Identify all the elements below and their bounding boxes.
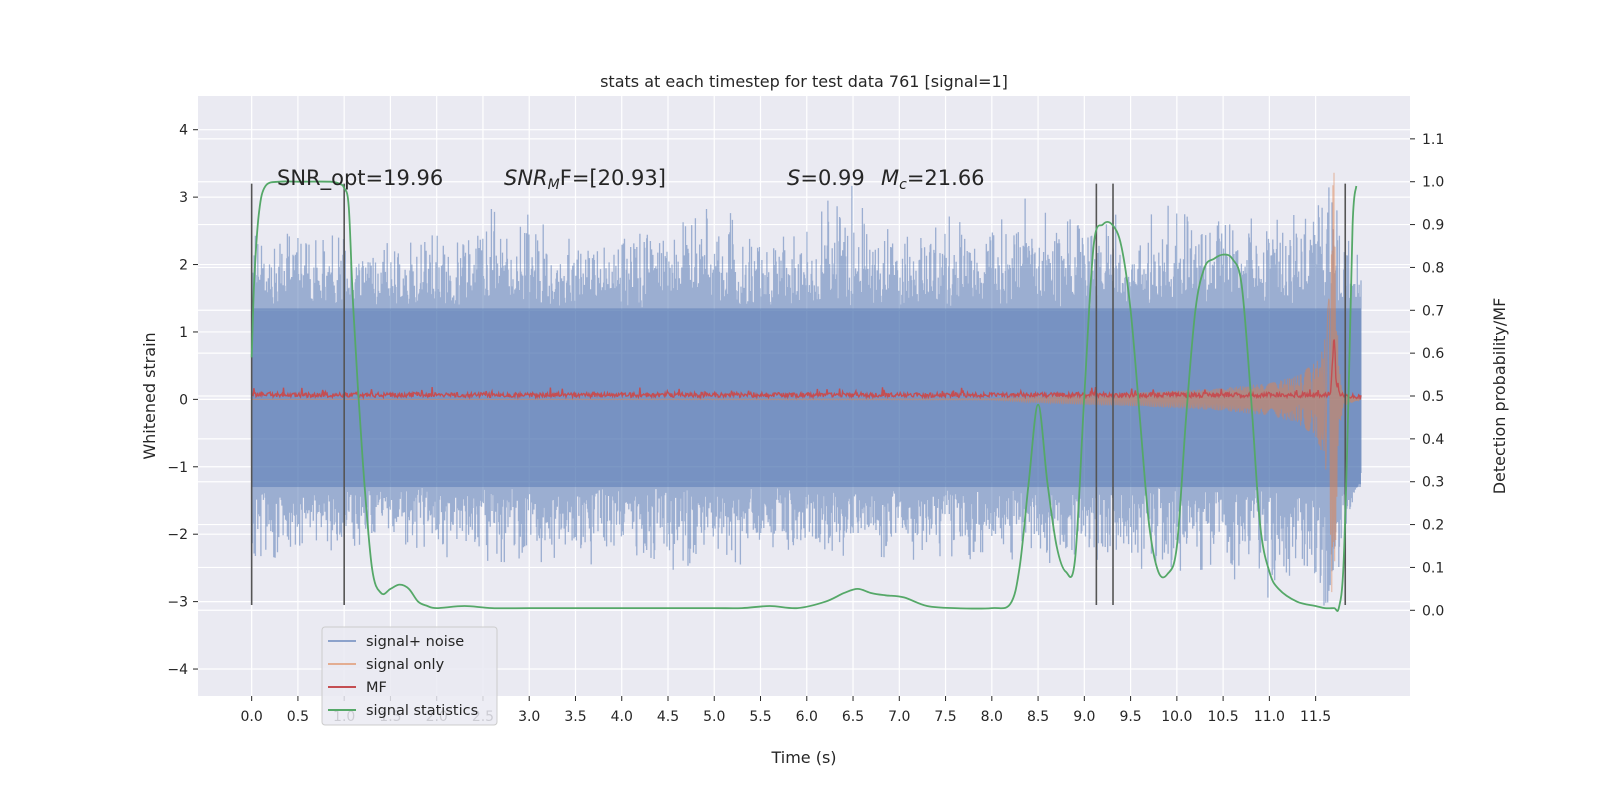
x-tick-label: 0.5 (287, 709, 309, 725)
x-tick-label: 3.0 (518, 709, 540, 725)
s-value: =0.99 (800, 166, 864, 190)
x-tick-label: 4.0 (611, 709, 633, 725)
y-tick-label-right: 0.1 (1422, 560, 1444, 576)
x-tick-label: 11.0 (1254, 709, 1285, 725)
mc-symbol: M (881, 166, 899, 190)
legend-label: signal only (366, 657, 445, 673)
annotations: SNR_opt=19.96 SNRMF=[20.93] S=0.99 Mc=21… (277, 166, 985, 193)
snr-mf-symbol: SNR (504, 166, 548, 190)
y-tick-label-right: 0.8 (1422, 260, 1444, 276)
y-tick-label-right: 1.0 (1422, 175, 1444, 191)
legend-box (321, 626, 498, 726)
x-tick-label: 5.0 (703, 709, 725, 725)
data-marks (250, 172, 1362, 612)
y-axis-label-left: Whitened strain (140, 332, 159, 459)
x-tick-label: 9.5 (1119, 709, 1141, 725)
snr-mf-value: F=[20.93] (560, 166, 666, 190)
y-tick-label-left: −3 (167, 595, 188, 611)
x-tick-label: 10.0 (1161, 709, 1192, 725)
chart-title: stats at each timestep for test data 761… (600, 72, 1008, 91)
y-tick-label-left: 1 (179, 325, 188, 341)
x-axis-label: Time (s) (770, 748, 836, 767)
y-tick-label-left: 4 (179, 123, 188, 139)
mc-subscript: c (899, 177, 907, 193)
snr-opt-annotation: SNR_opt=19.96 (277, 166, 443, 191)
x-tick-label: 7.5 (934, 709, 956, 725)
x-tick-label: 4.5 (657, 709, 679, 725)
y-axis-label-right: Detection probability/MF (1490, 298, 1509, 495)
x-tick-label: 8.0 (981, 709, 1003, 725)
signal-statistics-series (250, 180, 1358, 612)
y-tick-label-right: 0.3 (1422, 475, 1444, 491)
x-tick-label: 11.5 (1300, 709, 1331, 725)
y-tick-label-left: 2 (179, 258, 188, 274)
x-tick-label: 8.5 (1027, 709, 1049, 725)
snr-mf-subscript: M (548, 177, 560, 193)
x-tick-label: 0.0 (241, 709, 263, 725)
s-symbol: S (787, 166, 800, 190)
signal-statistics-trace (250, 180, 1358, 612)
snr-mf-annotation: SNRMF=[20.93] (504, 166, 666, 193)
legend-label: MF (366, 680, 387, 696)
y-tick-label-right: 0.2 (1422, 518, 1444, 534)
x-tick-label: 6.0 (796, 709, 818, 725)
mc-value: =21.66 (907, 166, 985, 190)
y-tick-label-right: 0.6 (1422, 346, 1444, 362)
legend-label: signal statistics (366, 703, 478, 719)
x-tick-label: 5.5 (749, 709, 771, 725)
x-tick-label: 6.5 (842, 709, 864, 725)
y-tick-label-left: 0 (179, 392, 188, 408)
x-tick-label: 9.0 (1073, 709, 1095, 725)
y-tick-label-right: 0.4 (1422, 432, 1444, 448)
y-tick-label-left: −1 (167, 460, 188, 476)
legend: signal+ noise signal only MF signal statist… (321, 626, 498, 726)
legend-label: signal+ noise (366, 634, 464, 650)
y-tick-label-right: 1.1 (1422, 132, 1444, 148)
mf-trace (251, 339, 1362, 400)
mc-annotation: Mc=21.66 (881, 166, 985, 193)
y-tick-label-right: 0.0 (1422, 603, 1444, 619)
x-tick-label: 7.0 (888, 709, 910, 725)
y-tick-label-left: 3 (179, 190, 188, 206)
y-tick-label-right: 0.9 (1422, 218, 1444, 234)
y-tick-label-left: −2 (167, 527, 188, 543)
mf-series (251, 339, 1362, 400)
y-tick-label-right: 0.7 (1422, 303, 1444, 319)
x-tick-label: 10.5 (1208, 709, 1239, 725)
y-tick-label-left: −4 (167, 662, 188, 678)
y-tick-label-right: 0.5 (1422, 389, 1444, 405)
s-annotation: S=0.99 (787, 166, 865, 190)
x-tick-label: 3.5 (564, 709, 586, 725)
